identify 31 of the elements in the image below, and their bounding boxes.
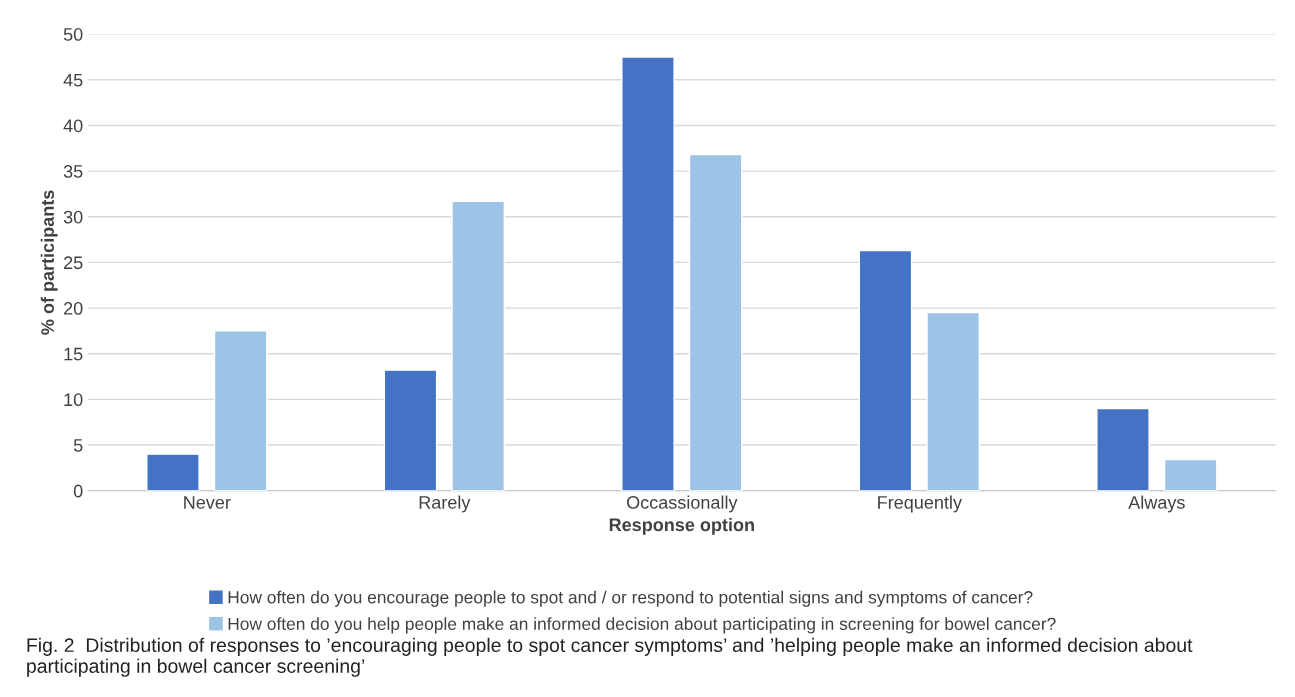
bar — [926, 311, 980, 491]
caption: Fig. 2 Distribution of responses to ’encouraging people to spot cancer symptoms’ and ’helping people make an informed decision about participating in bowel cancer screening’ — [27, 637, 1193, 677]
bar — [688, 153, 743, 491]
y-tick-label: 35 — [63, 165, 83, 178]
x-axis-title: Response option — [609, 517, 754, 535]
y-tick-label: 25 — [64, 256, 83, 270]
x-tick-label: Occassionally — [626, 495, 738, 513]
y-tick-label: 20 — [64, 302, 83, 315]
y-tick-label: 15 — [64, 347, 83, 361]
y-tick-label: 30 — [63, 210, 83, 224]
x-tick-label: Always — [1128, 495, 1185, 513]
legend-label: How often do you help people make an informed decision about participating in screening for bowel cancer? — [228, 617, 1056, 634]
y-tick-label: 0 — [73, 484, 83, 498]
x-tick-label: Rarely — [419, 495, 471, 513]
legend-label: How often do you encourage people to spot and / or respond to potential signs and symptoms of cancer? — [228, 590, 1033, 607]
bar — [213, 330, 268, 491]
y-tick-label: 50 — [63, 28, 83, 41]
bar — [146, 453, 200, 491]
y-tick-label: 5 — [73, 439, 83, 452]
bar — [1096, 407, 1150, 491]
bar — [621, 56, 675, 491]
bar — [451, 200, 505, 491]
bar — [1163, 458, 1218, 491]
y-tick-label: 45 — [63, 73, 83, 87]
bar — [383, 369, 438, 491]
bar — [858, 249, 913, 491]
y-axis-title: % of participants — [40, 190, 58, 335]
x-tick-label: Never — [184, 496, 231, 509]
y-tick-label: 10 — [64, 393, 83, 407]
y-tick-label: 40 — [63, 119, 83, 133]
x-tick-label: Frequently — [878, 495, 962, 513]
